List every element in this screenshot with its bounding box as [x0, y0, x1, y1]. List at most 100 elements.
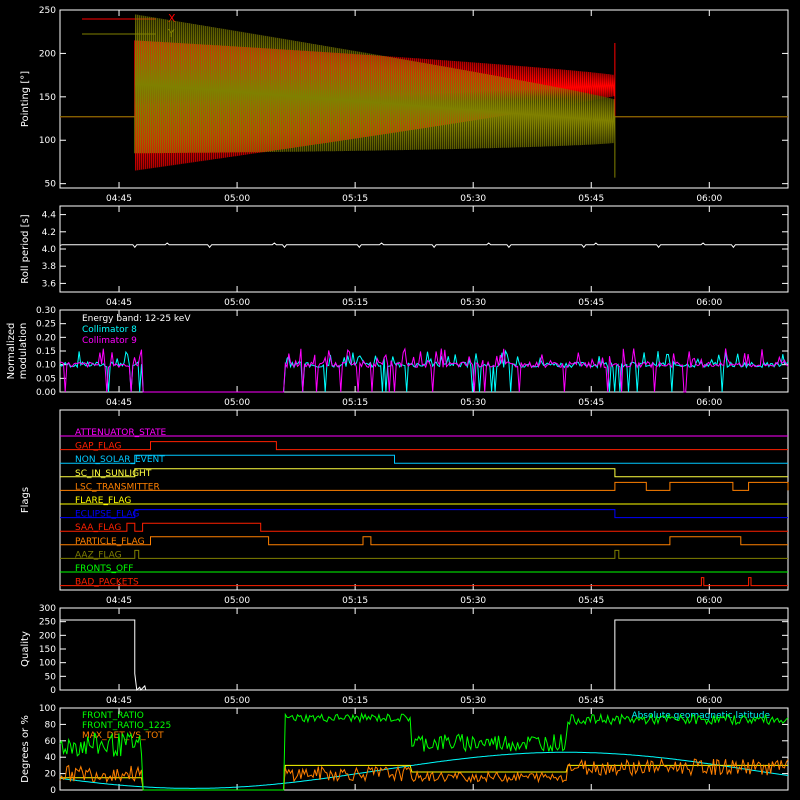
- flag-label: BAD_PACKETS: [75, 578, 139, 588]
- roll-plot-frame: [59, 205, 789, 293]
- x-tick-label: 04:45: [106, 194, 132, 204]
- x-tick-label: 05:30: [460, 398, 486, 408]
- modulation-ylabel-line1: Normalized: [6, 323, 17, 380]
- y-tick-label: 60: [45, 737, 57, 747]
- flag-label: FLARE_FLAG: [75, 496, 131, 506]
- flag-line: [60, 481, 789, 491]
- y-tick-label: 50: [45, 180, 57, 190]
- y-tick-label: 40: [45, 753, 57, 763]
- flags-ylabel: Flags: [20, 487, 31, 513]
- y-tick-label: 4.2: [42, 228, 56, 238]
- y-tick-label: 250: [39, 618, 56, 628]
- flag-label: PARTICLE_FLAG: [75, 537, 145, 547]
- flag-label: SC_IN_SUNLIGHT: [75, 469, 152, 479]
- x-tick-label: 05:15: [342, 596, 368, 606]
- y-tick-label: 100: [39, 136, 56, 146]
- series-y-line: [60, 14, 788, 178]
- ratio-legend-front-ratio: FRONT_RATIO: [82, 711, 144, 721]
- y-tick-label: 200: [39, 49, 56, 59]
- y-tick-label: 300: [39, 604, 56, 614]
- quality-line: [60, 619, 788, 692]
- x-tick-label: 04:45: [106, 696, 132, 706]
- x-tick-label: 05:00: [224, 398, 250, 408]
- flag-line: [60, 522, 788, 532]
- x-tick-label: 04:45: [106, 298, 132, 308]
- x-tick-label: 05:00: [224, 696, 250, 706]
- flag-line: [60, 441, 788, 451]
- y-tick-label: 3.8: [42, 262, 57, 272]
- ratio-ylabel: Degrees or %: [20, 715, 31, 783]
- x-tick-label: 05:00: [224, 194, 250, 204]
- y-tick-label: 0.20: [36, 333, 56, 343]
- flag-line: [60, 577, 788, 587]
- x-tick-label: 05:30: [460, 194, 486, 204]
- x-tick-label: 06:00: [696, 596, 722, 606]
- modulation-legend-collimator8: Collimator 8: [82, 325, 137, 335]
- y-tick-label: 0.15: [36, 347, 56, 357]
- ratio-legend-geomag-latitude: Absolute geomagnetic latitude: [631, 711, 770, 721]
- flag-label: ATTENUATOR_STATE: [75, 428, 167, 438]
- x-tick-label: 05:15: [342, 398, 368, 408]
- x-tick-label: 05:15: [342, 194, 368, 204]
- y-tick-label: 4.0: [42, 245, 57, 255]
- legend-x-label: X: [168, 12, 176, 25]
- x-tick-label: 05:45: [578, 696, 604, 706]
- modulation-legend-energy: Energy band: 12-25 keV: [82, 314, 191, 324]
- y-tick-label: 0.00: [36, 388, 56, 398]
- flags-plot-frame: [59, 409, 789, 591]
- x-tick-label: 05:45: [578, 596, 604, 606]
- x-tick-label: 04:45: [106, 398, 132, 408]
- x-tick-label: 06:00: [696, 696, 722, 706]
- modulation-panel: Normalized modulation Energy band: 12-25…: [6, 306, 789, 408]
- y-tick-label: 250: [39, 6, 56, 16]
- x-tick-label: 06:00: [696, 194, 722, 204]
- flag-label: ECLIPSE_FLAG: [75, 510, 139, 520]
- roll-period-panel: Roll period [s] 3.6 3.8 4.0 4.2 4.4 04:45 05:0…: [20, 205, 789, 308]
- flag-line: [60, 536, 788, 546]
- geomag-latitude-line: [59, 751, 789, 789]
- y-tick-label: 80: [45, 720, 57, 730]
- flag-label: AAZ_FLAG: [75, 550, 122, 560]
- quality-ylabel: Quality: [20, 631, 31, 667]
- y-tick-label: 50: [45, 672, 57, 682]
- flag-line: [60, 454, 788, 464]
- flag-label: LSC_TRANSMITTER: [75, 482, 160, 492]
- collimator9-line: [59, 347, 789, 393]
- legend-y-label: Y: [167, 27, 175, 40]
- x-tick-label: 05:45: [578, 298, 604, 308]
- x-tick-label: 05:15: [342, 298, 368, 308]
- x-tick-label: 05:30: [460, 596, 486, 606]
- pointing-plot-frame: [59, 9, 789, 189]
- y-tick-label: 3.6: [42, 279, 57, 289]
- flag-label: GAP_FLAG: [75, 442, 121, 452]
- flags-panel: Flags 04:45 05:00 05:15 05:30 05:45 06:00 ATTE…: [20, 409, 789, 606]
- x-tick-label: 04:45: [106, 596, 132, 606]
- x-tick-label: 06:00: [696, 398, 722, 408]
- ratio-legend-front-ratio-1225: FRONT_RATIO_1225: [82, 721, 171, 731]
- x-tick-label: 05:00: [224, 298, 250, 308]
- y-tick-label: 100: [39, 659, 56, 669]
- modulation-legend-collimator9: Collimator 9: [82, 336, 137, 346]
- front-ratio-line: [59, 711, 789, 791]
- x-tick-label: 05:00: [224, 596, 250, 606]
- flag-line: [60, 509, 788, 519]
- y-tick-label: 0.25: [36, 320, 56, 330]
- y-tick-label: 0.30: [36, 306, 56, 316]
- x-tick-label: 05:30: [460, 298, 486, 308]
- pointing-ylabel: Pointing [°]: [20, 71, 31, 127]
- x-tick-label: 06:00: [696, 298, 722, 308]
- x-tick-label: 05:45: [578, 398, 604, 408]
- flag-line: [60, 549, 788, 559]
- collimator8-line: [59, 349, 789, 393]
- y-tick-label: 100: [39, 704, 56, 714]
- modulation-ylabel-line2: modulation: [18, 323, 29, 380]
- flag-label: NON_SOLAR_EVENT: [75, 455, 165, 465]
- y-tick-label: 0.05: [36, 374, 56, 384]
- flag-line: [60, 468, 788, 478]
- y-tick-label: 200: [39, 631, 56, 641]
- y-tick-label: 0: [50, 686, 56, 696]
- roll-ylabel: Roll period [s]: [20, 214, 31, 283]
- quality-panel: Quality 0 50 100 150 200 250 300 04:45 05:00 05:1…: [20, 604, 789, 706]
- x-tick-label: 05:15: [342, 696, 368, 706]
